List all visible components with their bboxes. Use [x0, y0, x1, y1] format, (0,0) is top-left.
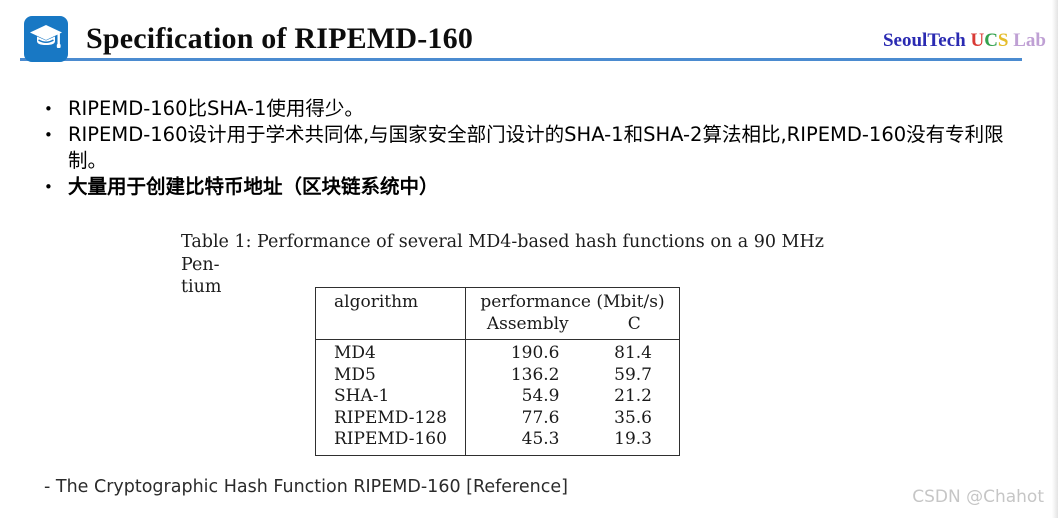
bullet-text: RIPEMD-160设计用于学术共同体,与国家安全部门设计的SHA-1和SHA-…: [68, 123, 1004, 172]
bullet-dot: •: [44, 178, 53, 196]
bullet-item: • 大量用于创建比特币地址（区块链系统中）: [44, 174, 1029, 200]
slide-logo: [24, 16, 68, 62]
cell-assembly: 54.9: [521, 386, 560, 406]
cell-algorithm: RIPEMD-128: [315, 407, 466, 429]
cell-c: 19.3: [614, 429, 652, 449]
cell-assembly: 136.2: [510, 364, 560, 385]
cell-algorithm: SHA-1: [315, 386, 466, 408]
graduation-cap-icon: [28, 20, 64, 58]
performance-table-header: algorithm performance (Mbit/s) Assembly …: [315, 287, 680, 340]
brand-logo: SeoulTech UCS Lab: [883, 30, 1046, 52]
csdn-watermark: CSDN @Chahot: [912, 487, 1044, 507]
cell-c: 59.7: [614, 364, 652, 385]
cell-algorithm: MD4: [315, 339, 466, 365]
header-accent-rule: [20, 58, 1022, 61]
bullet-dot: •: [44, 100, 53, 118]
brand-part-c: C: [984, 30, 998, 51]
cell-c: 81.4: [614, 343, 652, 363]
brand-part-lab: Lab: [1008, 30, 1046, 51]
table-row: RIPEMD-160 45.3 19.3: [315, 429, 680, 455]
header-empty: [315, 313, 466, 340]
brand-part-u: U: [970, 30, 985, 51]
cell-c: 21.2: [614, 386, 652, 406]
brand-part-s: S: [997, 30, 1009, 51]
performance-table: algorithm performance (Mbit/s) Assembly …: [315, 287, 680, 456]
header-performance-group: performance (Mbit/s): [480, 292, 665, 312]
table-caption: Table 1: Performance of several MD4-base…: [181, 231, 841, 299]
cell-c: 35.6: [614, 407, 652, 428]
table-row: RIPEMD-128 77.6 35.6: [315, 407, 680, 429]
table-row: MD5 136.2 59.7: [315, 364, 680, 386]
table-row: SHA-1 54.9 21.2: [315, 386, 680, 408]
page-right-edge: [1052, 0, 1058, 518]
header-c: C: [627, 313, 641, 334]
cell-algorithm: MD5: [315, 364, 466, 386]
page-title: Specification of RIPEMD-160: [86, 22, 474, 55]
table-row: MD4 190.6 81.4: [315, 339, 680, 365]
header-assembly: Assembly: [486, 313, 569, 334]
brand-part-seoultech: SeoulTech: [882, 30, 971, 51]
cell-assembly: 77.6: [521, 407, 560, 428]
reference-text: - The Cryptographic Hash Function RIPEMD…: [44, 477, 568, 497]
bullet-text: 大量用于创建比特币地址（区块链系统中）: [68, 175, 439, 198]
cell-algorithm: RIPEMD-160: [315, 429, 466, 455]
bullet-list: • RIPEMD-160比SHA-1使用得少。 • RIPEMD-160设计用于…: [44, 96, 1029, 200]
bullet-text: RIPEMD-160比SHA-1使用得少。: [68, 97, 364, 120]
header-algorithm: algorithm: [315, 287, 466, 314]
bullet-dot: •: [44, 126, 53, 144]
table-caption-line2: tium: [181, 277, 222, 297]
cell-assembly: 45.3: [521, 429, 560, 449]
cell-assembly: 190.6: [510, 343, 560, 363]
bullet-item: • RIPEMD-160设计用于学术共同体,与国家安全部门设计的SHA-1和SH…: [44, 122, 1029, 174]
bullet-item: • RIPEMD-160比SHA-1使用得少。: [44, 96, 1029, 122]
table-caption-line1: Table 1: Performance of several MD4-base…: [181, 232, 824, 275]
